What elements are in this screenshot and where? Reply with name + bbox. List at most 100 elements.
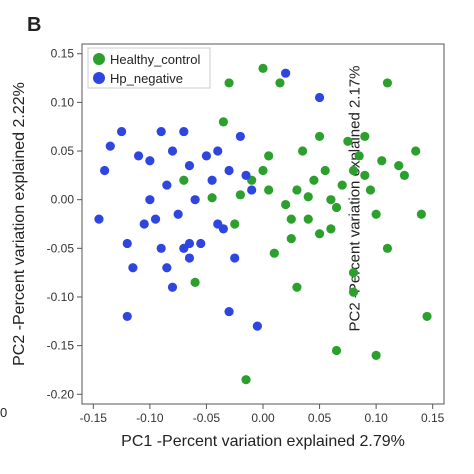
data-point-healthy-control [411, 146, 421, 156]
x-tick-label: -0.15 [80, 411, 108, 425]
data-point-healthy-control [297, 146, 308, 156]
data-point-healthy-control [348, 287, 359, 297]
legend-label: Healthy_control [110, 52, 200, 67]
data-point-healthy-control [343, 136, 353, 146]
data-point-hp-negative [133, 151, 144, 161]
data-point-healthy-control [207, 193, 217, 203]
data-point-healthy-control [337, 180, 347, 190]
data-point-hp-negative [247, 185, 257, 195]
panel-label: B [27, 14, 42, 36]
y-axis-label: PC2 -Percent variation explained 2.22% [11, 82, 28, 366]
data-point-healthy-control [326, 195, 336, 205]
data-point-healthy-control [348, 165, 359, 176]
legend-marker [93, 53, 105, 65]
data-point-healthy-control [309, 175, 319, 185]
data-point-healthy-control [258, 165, 268, 176]
data-point-hp-negative [190, 195, 200, 205]
data-point-hp-negative [139, 219, 149, 229]
data-point-hp-negative [156, 126, 166, 137]
data-point-healthy-control [377, 156, 387, 166]
data-point-healthy-control [371, 350, 381, 360]
data-point-hp-negative [184, 161, 195, 171]
data-point-healthy-control [235, 190, 245, 200]
left-edge-fragment: 0 [0, 405, 8, 420]
data-point-hp-negative [179, 126, 189, 137]
data-point-healthy-control [303, 214, 313, 224]
data-point-healthy-control [224, 78, 234, 88]
y-tick-label: -0.20 [47, 387, 75, 401]
data-point-hp-negative [122, 238, 132, 249]
data-point-hp-negative [207, 175, 217, 185]
data-point-hp-negative [224, 165, 234, 176]
data-point-healthy-control [269, 248, 279, 258]
data-point-healthy-control [360, 170, 370, 180]
data-point-hp-negative [145, 195, 155, 205]
data-point-healthy-control [218, 117, 229, 127]
data-point-healthy-control [348, 268, 359, 278]
y-tick-label: 0.00 [51, 193, 75, 207]
data-point-healthy-control [360, 131, 370, 142]
legend-label: Hp_negative [110, 71, 183, 86]
data-point-healthy-control [320, 165, 330, 176]
data-point-hp-negative [235, 131, 245, 142]
data-point-healthy-control [314, 131, 325, 142]
data-point-healthy-control [241, 375, 251, 385]
data-point-healthy-control [371, 209, 381, 219]
data-point-hp-negative [145, 156, 155, 166]
y-tick-label: 0.15 [51, 47, 75, 61]
data-point-healthy-control [292, 282, 302, 292]
data-point-healthy-control [399, 170, 410, 180]
data-point-healthy-control [331, 345, 342, 356]
data-point-hp-negative [218, 224, 229, 234]
data-point-healthy-control [179, 175, 189, 185]
data-point-healthy-control [382, 78, 393, 88]
x-tick-label: -0.10 [136, 411, 164, 425]
data-point-healthy-control [354, 151, 364, 161]
data-point-hp-negative [196, 238, 206, 249]
data-point-hp-negative [230, 253, 240, 263]
x-tick-label: -0.05 [193, 411, 221, 425]
x-tick-label: 0.10 [364, 411, 388, 425]
data-point-healthy-control [292, 185, 302, 195]
data-point-healthy-control [190, 277, 200, 287]
y-tick-label: 0.05 [51, 144, 75, 158]
data-point-hp-negative [167, 282, 178, 292]
data-point-healthy-control [422, 311, 432, 322]
data-point-hp-negative [184, 253, 195, 263]
data-point-hp-negative [156, 243, 166, 253]
data-point-healthy-control [264, 185, 274, 195]
data-point-hp-negative [128, 263, 138, 273]
data-point-hp-negative [162, 180, 172, 190]
data-point-healthy-control [230, 219, 240, 229]
y-tick-label: -0.10 [47, 290, 75, 304]
data-point-healthy-control [264, 151, 274, 161]
x-tick-label: 0.15 [421, 411, 445, 425]
data-point-hp-negative [122, 311, 132, 322]
x-tick-label: 0.00 [251, 411, 275, 425]
data-point-hp-negative [281, 68, 291, 78]
data-point-healthy-control [275, 78, 285, 88]
data-point-hp-negative [224, 306, 234, 317]
data-point-hp-negative [314, 92, 325, 103]
y-tick-label: 0.10 [51, 95, 75, 109]
data-point-healthy-control [303, 192, 313, 202]
data-point-hp-negative [241, 170, 251, 180]
data-point-hp-negative [252, 321, 262, 331]
data-point-hp-negative [184, 238, 195, 249]
data-point-hp-negative [213, 146, 223, 156]
y-tick-label: -0.05 [47, 241, 75, 255]
x-axis-label: PC1 -Percent variation explained 2.79% [121, 433, 405, 450]
data-point-healthy-control [326, 224, 336, 234]
data-point-healthy-control [394, 161, 404, 171]
data-point-healthy-control [382, 243, 393, 253]
x-tick-label: 0.05 [308, 411, 332, 425]
data-point-healthy-control [416, 209, 426, 219]
data-point-hp-negative [162, 263, 172, 273]
data-point-healthy-control [286, 233, 296, 244]
data-point-healthy-control [281, 199, 291, 210]
data-point-hp-negative [150, 214, 161, 224]
data-point-hp-negative [105, 141, 115, 151]
data-point-hp-negative [94, 214, 104, 224]
data-point-healthy-control [331, 202, 342, 213]
